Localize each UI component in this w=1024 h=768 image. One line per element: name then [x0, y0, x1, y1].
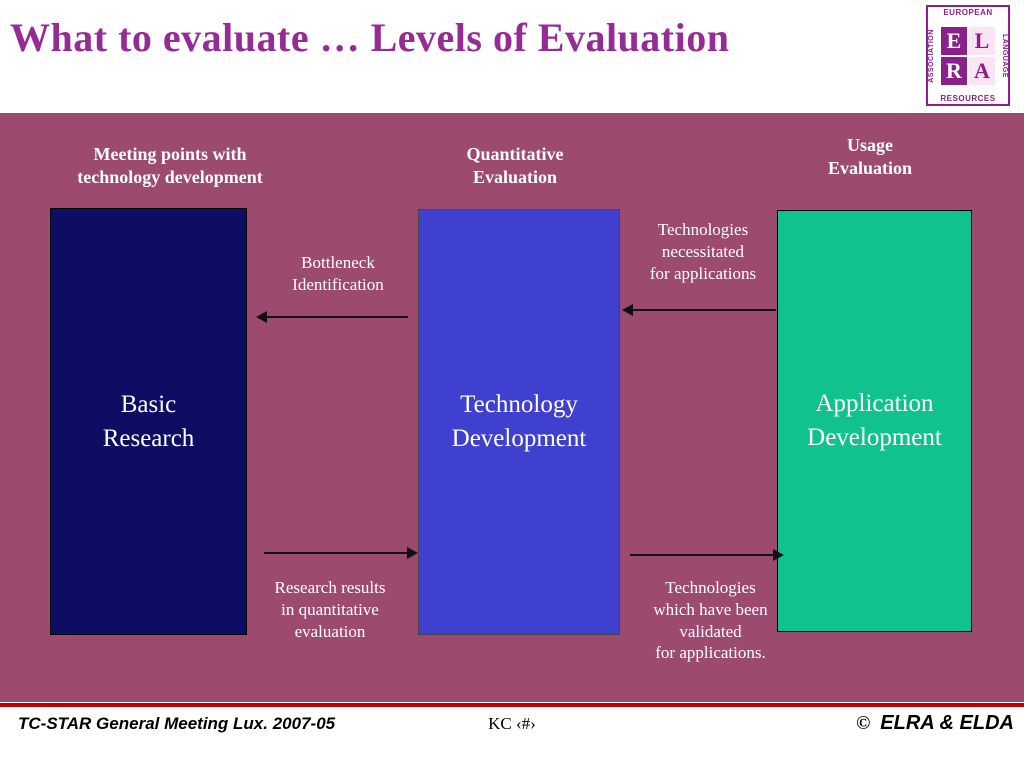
footer-slide-number: KC ‹#› — [488, 714, 536, 733]
arrow-basic-to-technology — [264, 547, 418, 559]
logo-letters: E L R A — [941, 26, 995, 85]
footer-organization: © ELRA & ELDA — [856, 712, 1014, 735]
logo-word-european: EUROPEAN — [943, 8, 993, 17]
box-basic-research-label: Basic Research — [102, 390, 195, 452]
arrow-label-technologies-validated: Technologies which have been validated f… — [653, 578, 768, 663]
logo-letter-r: R — [941, 56, 967, 85]
box-technology-development: Technology Development — [418, 209, 620, 635]
footer-meeting-text: TC-STAR General Meeting Lux. 2007-05 — [18, 714, 336, 733]
arrow-label-bottleneck-identification: Bottleneck Identification — [292, 253, 384, 294]
arrow-technology-to-application — [630, 549, 784, 561]
slide-title: What to evaluate … Levels of Evaluation — [10, 15, 730, 60]
arrow-application-to-technology — [622, 304, 776, 316]
box-basic-research: Basic Research — [50, 208, 247, 635]
logo-letter-a: A — [969, 56, 995, 85]
elra-logo: EUROPEAN RESOURCES ASSOCIATION LANGUAGE … — [926, 5, 1010, 106]
copyright-icon: © — [856, 713, 871, 734]
column-header-usage-evaluation: Usage Evaluation — [827, 135, 913, 179]
arrow-technology-to-basic — [256, 311, 408, 323]
box-technology-development-label: Technology Development — [451, 391, 587, 452]
arrow-label-research-results: Research results in quantitative evaluat… — [274, 578, 386, 641]
logo-letter-l: L — [969, 26, 995, 55]
logo-letter-e: E — [941, 26, 967, 55]
slide-header: What to evaluate … Levels of Evaluation … — [0, 0, 1024, 113]
column-header-meeting-points: Meeting points with technology developme… — [77, 144, 263, 188]
arrow-label-technologies-necessitated: Technologies necessitated for applicatio… — [649, 220, 757, 283]
footer-divider-line — [0, 703, 1024, 707]
logo-word-association: ASSOCIATION — [928, 28, 935, 83]
slide-footer: TC-STAR General Meeting Lux. 2007-05 KC … — [0, 702, 1024, 768]
diagram-area: Meeting points with technology developme… — [0, 113, 1024, 702]
footer-organization-name: ELRA & ELDA — [880, 712, 1014, 734]
column-header-quantitative-evaluation: Quantitative Evaluation — [466, 144, 564, 188]
logo-word-resources: RESOURCES — [940, 94, 996, 103]
logo-word-language: LANGUAGE — [1001, 33, 1008, 78]
box-application-development: Application Development — [777, 210, 972, 632]
box-application-development-label: Application Development — [807, 390, 942, 451]
